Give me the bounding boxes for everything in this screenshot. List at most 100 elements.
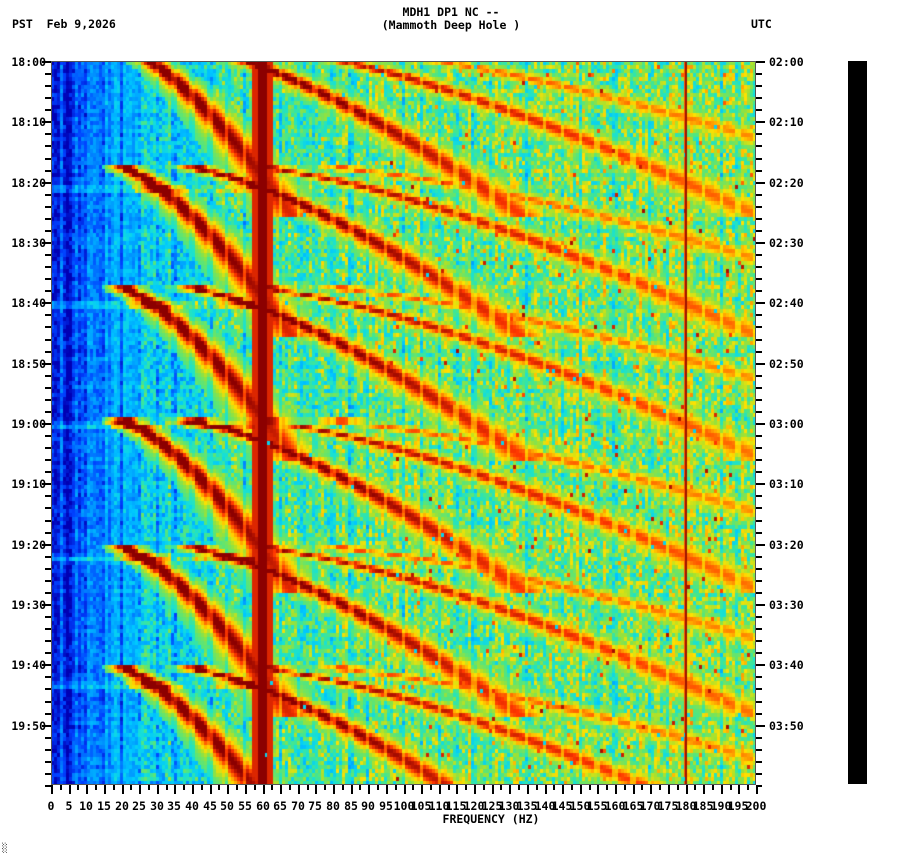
y-tick-right-major	[756, 242, 765, 244]
x-axis-label: 25	[132, 799, 146, 813]
y-tick-right-minor	[756, 399, 762, 401]
x-tick-major	[492, 785, 494, 794]
y-axis-right-label: 02:40	[769, 296, 804, 310]
y-axis-right-label: 02:30	[769, 236, 804, 250]
spectrogram-plot[interactable]	[51, 61, 756, 785]
y-tick-left-minor	[45, 230, 51, 232]
y-axis-left-label: 18:00	[11, 55, 46, 69]
x-tick-minor	[307, 785, 309, 790]
y-tick-left-minor	[45, 761, 51, 763]
y-axis-left-label: 18:50	[11, 357, 46, 371]
y-tick-left-minor	[45, 471, 51, 473]
x-tick-major	[509, 785, 511, 794]
y-tick-left-major	[42, 363, 51, 365]
x-tick-minor	[324, 785, 326, 790]
x-tick-major	[650, 785, 652, 794]
x-axis-label: 15	[97, 799, 111, 813]
y-tick-right-minor	[756, 326, 762, 328]
x-tick-major	[615, 785, 617, 794]
x-tick-major	[315, 785, 317, 794]
x-axis-label: 60	[256, 799, 270, 813]
corner-glyph: ░	[2, 844, 8, 854]
x-tick-major	[580, 785, 582, 794]
y-tick-left-major	[42, 483, 51, 485]
x-axis-label: 150	[569, 799, 591, 813]
y-axis-left-label: 18:40	[11, 296, 46, 310]
x-tick-major	[421, 785, 423, 794]
x-tick-minor	[183, 785, 185, 790]
x-tick-minor	[166, 785, 168, 790]
x-tick-minor	[571, 785, 573, 790]
x-tick-minor	[553, 785, 555, 790]
x-axis-label: 155	[586, 799, 608, 813]
y-tick-left-major	[42, 423, 51, 425]
y-tick-left-minor	[45, 109, 51, 111]
x-tick-major	[174, 785, 176, 794]
y-tick-right-major	[756, 302, 765, 304]
x-axis-label: 125	[481, 799, 503, 813]
x-axis-label: 35	[167, 799, 181, 813]
y-tick-right-minor	[756, 616, 762, 618]
y-axis-left-label: 19:20	[11, 538, 46, 552]
y-tick-left-major	[42, 242, 51, 244]
x-axis-label: 165	[622, 799, 644, 813]
y-tick-left-minor	[45, 133, 51, 135]
y-tick-right-minor	[756, 749, 762, 751]
y-tick-left-minor	[45, 749, 51, 751]
x-tick-major	[157, 785, 159, 794]
x-tick-major	[51, 785, 53, 794]
y-tick-left-minor	[45, 580, 51, 582]
y-tick-right-minor	[756, 580, 762, 582]
y-tick-left-major	[42, 182, 51, 184]
x-tick-major	[439, 785, 441, 794]
y-tick-right-minor	[756, 314, 762, 316]
y-tick-left-minor	[45, 737, 51, 739]
y-tick-right-minor	[756, 375, 762, 377]
x-tick-major	[562, 785, 564, 794]
y-axis-left-label: 19:50	[11, 719, 46, 733]
y-axis-left-label: 19:00	[11, 417, 46, 431]
x-tick-minor	[589, 785, 591, 790]
y-tick-left-minor	[45, 495, 51, 497]
y-tick-left-minor	[45, 351, 51, 353]
page-title-line1: MDH1 DP1 NC --	[402, 5, 500, 19]
y-tick-right-major	[756, 121, 765, 123]
x-axis-label: 45	[203, 799, 217, 813]
x-tick-minor	[712, 785, 714, 790]
y-tick-right-minor	[756, 495, 762, 497]
x-axis-label: 115	[445, 799, 467, 813]
y-tick-left-minor	[45, 206, 51, 208]
x-axis-label: 180	[675, 799, 697, 813]
y-tick-right-minor	[756, 387, 762, 389]
y-tick-right-minor	[756, 206, 762, 208]
y-tick-left-minor	[45, 507, 51, 509]
y-tick-left-major	[42, 604, 51, 606]
x-axis-label: 10	[79, 799, 93, 813]
x-axis-label: 70	[291, 799, 305, 813]
y-tick-left-minor	[45, 701, 51, 703]
y-tick-left-minor	[45, 145, 51, 147]
x-tick-major	[227, 785, 229, 794]
x-tick-major	[686, 785, 688, 794]
x-tick-major	[404, 785, 406, 794]
y-tick-left-minor	[45, 158, 51, 160]
y-tick-right-minor	[756, 266, 762, 268]
y-tick-right-major	[756, 544, 765, 546]
x-tick-major	[69, 785, 71, 794]
spectrogram-canvas	[51, 61, 756, 785]
x-tick-minor	[659, 785, 661, 790]
x-tick-major	[668, 785, 670, 794]
y-tick-right-minor	[756, 640, 762, 642]
x-axis-label: 130	[498, 799, 520, 813]
x-tick-major	[351, 785, 353, 794]
y-tick-right-minor	[756, 194, 762, 196]
y-tick-right-minor	[756, 290, 762, 292]
x-tick-minor	[500, 785, 502, 790]
x-axis-label: 185	[692, 799, 714, 813]
x-tick-major	[104, 785, 106, 794]
x-tick-minor	[694, 785, 696, 790]
y-tick-left-minor	[45, 676, 51, 678]
y-tick-right-major	[756, 664, 765, 666]
x-axis-label: 90	[361, 799, 375, 813]
y-tick-right-minor	[756, 556, 762, 558]
